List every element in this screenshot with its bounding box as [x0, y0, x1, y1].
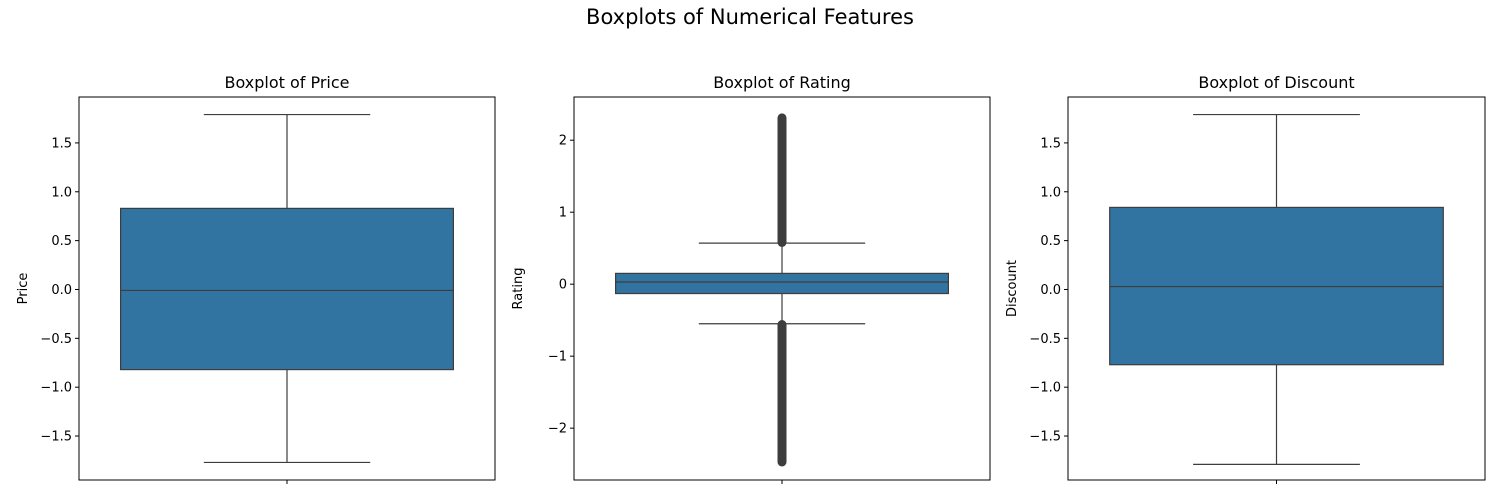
y-tick-label: 1.5 — [1040, 136, 1061, 151]
box-iqr — [119, 207, 454, 371]
subplot-title: Boxplot of Price — [224, 73, 349, 92]
y-axis-label: Rating — [511, 268, 526, 310]
subplot-title: Boxplot of Discount — [1198, 73, 1354, 92]
y-tick-label: −1.5 — [1029, 430, 1061, 445]
y-axis-label: Price — [16, 273, 31, 305]
y-tick-label: 0.0 — [1040, 283, 1061, 298]
subplot-2: Boxplot of Rating Rating −2 −1 0 1 2 — [511, 73, 991, 484]
y-tick-label: −0.5 — [1029, 332, 1061, 347]
y-tick-label: 1.0 — [51, 185, 72, 200]
subplot-1: Boxplot of Price Price −1.5 −1.0 −0.5 0.0 0.5 1… — [16, 73, 496, 484]
y-tick-label: −1.5 — [40, 430, 72, 445]
y-tick-label: 1.0 — [1040, 185, 1061, 200]
y-axis-label: Discount — [1005, 260, 1020, 317]
y-tick-label: −1.0 — [1029, 381, 1061, 396]
y-tick-label: 0.5 — [1040, 234, 1061, 249]
y-tick-label: 0.0 — [51, 283, 72, 298]
box-iqr — [614, 272, 949, 295]
axes-frame — [573, 96, 991, 481]
y-tick-label: 2 — [559, 134, 567, 149]
y-tick-label: 1 — [559, 206, 567, 221]
subplot-3: Boxplot of Discount Discount −1.5 −1.0 −0.5 0… — [1005, 73, 1486, 484]
y-tick-label: 1.5 — [51, 136, 72, 151]
y-tick-label: −1.0 — [40, 381, 72, 396]
y-tick-label: 0 — [559, 278, 567, 293]
axes-frame — [1067, 96, 1486, 481]
y-tick-label: −1 — [548, 350, 567, 365]
subplot-title: Boxplot of Rating — [713, 73, 851, 92]
y-tick-label: 0.5 — [51, 234, 72, 249]
figure-suptitle: Boxplots of Numerical Features — [586, 5, 914, 29]
axes-frame — [78, 96, 496, 481]
y-tick-label: −2 — [548, 422, 567, 437]
y-tick-label: −0.5 — [40, 332, 72, 347]
